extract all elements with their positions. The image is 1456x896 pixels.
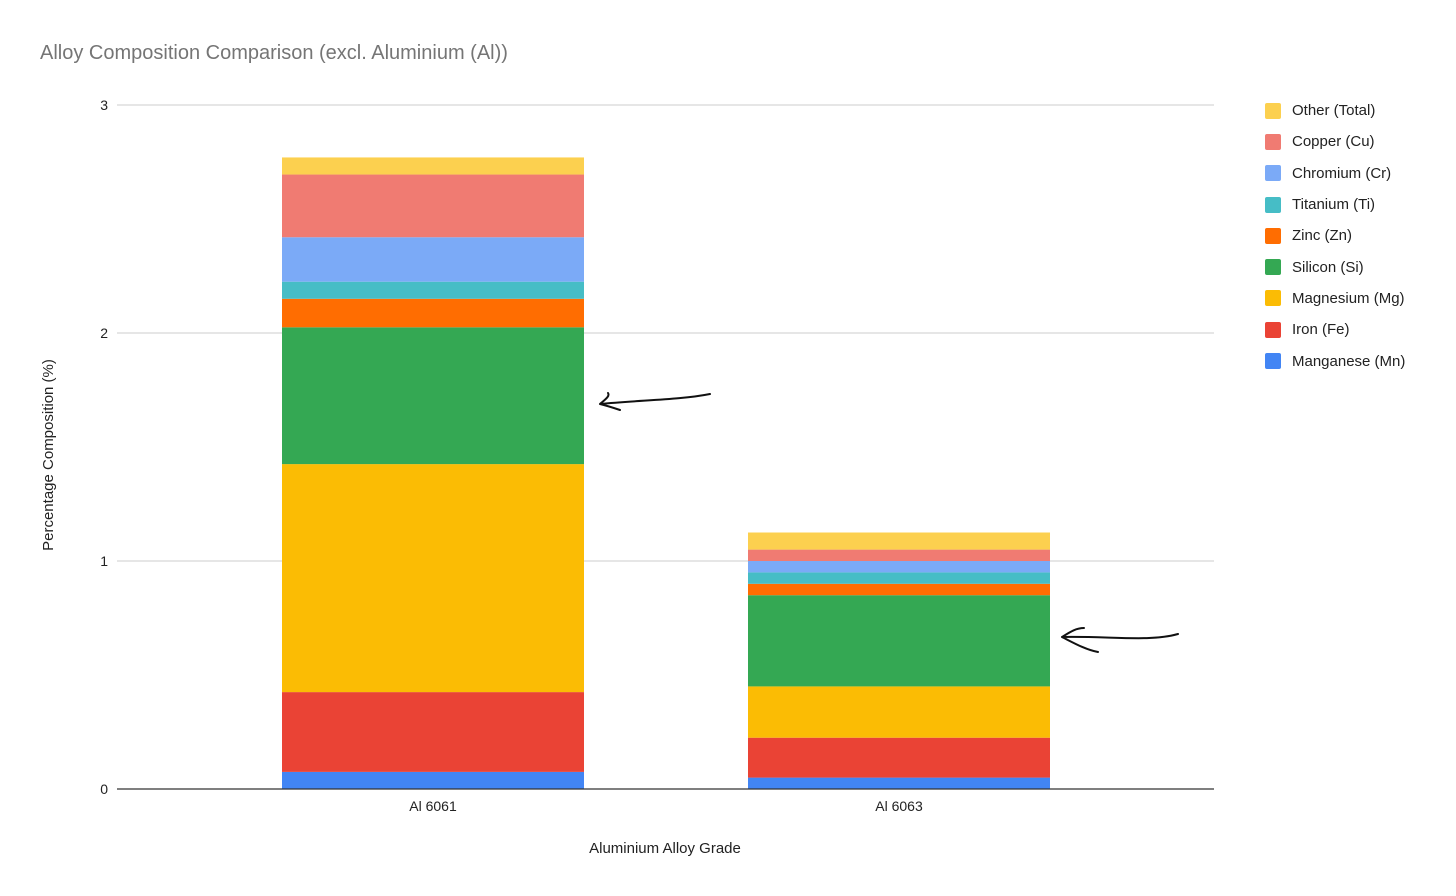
- bar-segment-titanium: [748, 572, 1050, 584]
- legend-swatch: [1265, 321, 1281, 338]
- bar-segment-chromium: [282, 237, 584, 282]
- legend-item: Copper (Cu): [1265, 126, 1405, 157]
- bar-segment-zinc: [282, 298, 584, 328]
- gridlines: [117, 104, 1214, 562]
- legend-label: Magnesium (Mg): [1292, 289, 1405, 307]
- bar-segment-iron: [748, 737, 1050, 778]
- bar-segment-zinc: [748, 583, 1050, 596]
- legend: Other (Total) Copper (Cu) Chromium (Cr) Tit…: [1265, 95, 1405, 377]
- legend-swatch: [1265, 290, 1281, 307]
- legend-item: Magnesium (Mg): [1265, 283, 1405, 314]
- legend-item: Manganese (Mn): [1265, 345, 1405, 376]
- x-tick-label: Al 6061: [409, 798, 457, 814]
- hand-drawn-arrow: [1061, 627, 1179, 653]
- legend-swatch: [1265, 259, 1281, 276]
- legend-swatch: [1265, 133, 1281, 150]
- legend-item: Chromium (Cr): [1265, 158, 1405, 189]
- legend-label: Chromium (Cr): [1292, 164, 1392, 182]
- tick-labels: 0 1 2 3 Al 6061 Al 6063: [100, 97, 923, 814]
- legend-label: Manganese (Mn): [1292, 352, 1406, 370]
- y-tick-label: 2: [100, 325, 108, 341]
- bar-segment-silicon: [748, 595, 1050, 687]
- legend-swatch: [1265, 227, 1281, 244]
- annotations: [599, 392, 1179, 653]
- chart-title: Alloy Composition Comparison (excl. Alum…: [40, 42, 508, 64]
- legend-item: Iron (Fe): [1265, 314, 1405, 345]
- legend-label: Other (Total): [1292, 102, 1376, 120]
- bar-segment-copper: [748, 549, 1050, 561]
- legend-swatch: [1265, 102, 1281, 119]
- legend-swatch: [1265, 353, 1281, 370]
- legend-item: Other (Total): [1265, 95, 1405, 126]
- bar-segment-titanium: [282, 281, 584, 299]
- legend-label: Titanium (Ti): [1292, 196, 1376, 214]
- legend-label: Zinc (Zn): [1292, 227, 1352, 245]
- x-tick-label: Al 6063: [875, 798, 923, 814]
- bar-segment-other: [282, 157, 584, 175]
- legend-item: Zinc (Zn): [1265, 220, 1405, 251]
- x-axis-title: Aluminium Alloy Grade: [589, 840, 741, 857]
- legend-label: Silicon (Si): [1292, 258, 1364, 276]
- bar-segment-magnesium: [282, 464, 584, 693]
- hand-drawn-arrow: [599, 392, 711, 411]
- legend-item: Silicon (Si): [1265, 251, 1405, 282]
- legend-label: Iron (Fe): [1292, 321, 1350, 339]
- legend-item: Titanium (Ti): [1265, 189, 1405, 220]
- bar-segment-magnesium: [748, 686, 1050, 738]
- y-axis-title: Percentage Composition (%): [40, 359, 57, 551]
- bars: [282, 157, 1050, 789]
- bar-segment-chromium: [748, 561, 1050, 573]
- bar-segment-other: [748, 532, 1050, 550]
- bar-segment-manganese: [282, 771, 584, 789]
- y-tick-label: 3: [100, 97, 108, 113]
- legend-label: Copper (Cu): [1292, 133, 1375, 151]
- bar-segment-copper: [282, 174, 584, 238]
- legend-swatch: [1265, 165, 1281, 182]
- y-tick-label: 0: [100, 781, 108, 797]
- y-tick-label: 1: [100, 553, 108, 569]
- legend-swatch: [1265, 196, 1281, 213]
- bar-segment-iron: [282, 692, 584, 772]
- bar-segment-manganese: [748, 777, 1050, 789]
- bar-segment-silicon: [282, 327, 584, 465]
